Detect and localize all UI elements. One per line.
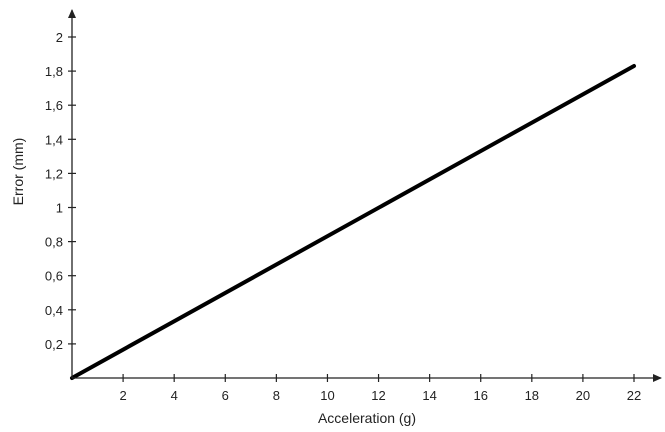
y-tick-label: 0,4 [45, 303, 63, 318]
y-tick-label: 0,8 [45, 235, 63, 250]
x-tick-label: 18 [525, 388, 539, 403]
x-tick-label: 6 [222, 388, 229, 403]
x-tick-label: 4 [171, 388, 178, 403]
x-tick-label: 10 [320, 388, 334, 403]
x-tick-label: 8 [273, 388, 280, 403]
x-tick-label: 16 [473, 388, 487, 403]
x-tick-label: 2 [119, 388, 126, 403]
y-axis-title: Error (mm) [10, 138, 26, 206]
series-line [72, 66, 634, 378]
y-tick-label: 1,6 [45, 98, 63, 113]
x-tick-label: 12 [371, 388, 385, 403]
y-tick-label: 0,2 [45, 337, 63, 352]
x-tick-label: 20 [576, 388, 590, 403]
y-tick-label: 0,6 [45, 269, 63, 284]
y-tick-label: 1 [56, 201, 63, 216]
y-tick-label: 1,8 [45, 64, 63, 79]
x-tick-label: 22 [627, 388, 641, 403]
x-tick-label: 14 [422, 388, 436, 403]
series-layer [72, 66, 634, 378]
x-axis-title: Acceleration (g) [318, 410, 416, 426]
y-tick-label: 1,4 [45, 132, 63, 147]
y-axis-ticks: 0,2 0,4 0,6 0,8 1 1,2 1,4 1,6 1,8 2 [45, 30, 76, 352]
y-tick-label: 1,2 [45, 166, 63, 181]
y-tick-label: 2 [56, 30, 63, 45]
